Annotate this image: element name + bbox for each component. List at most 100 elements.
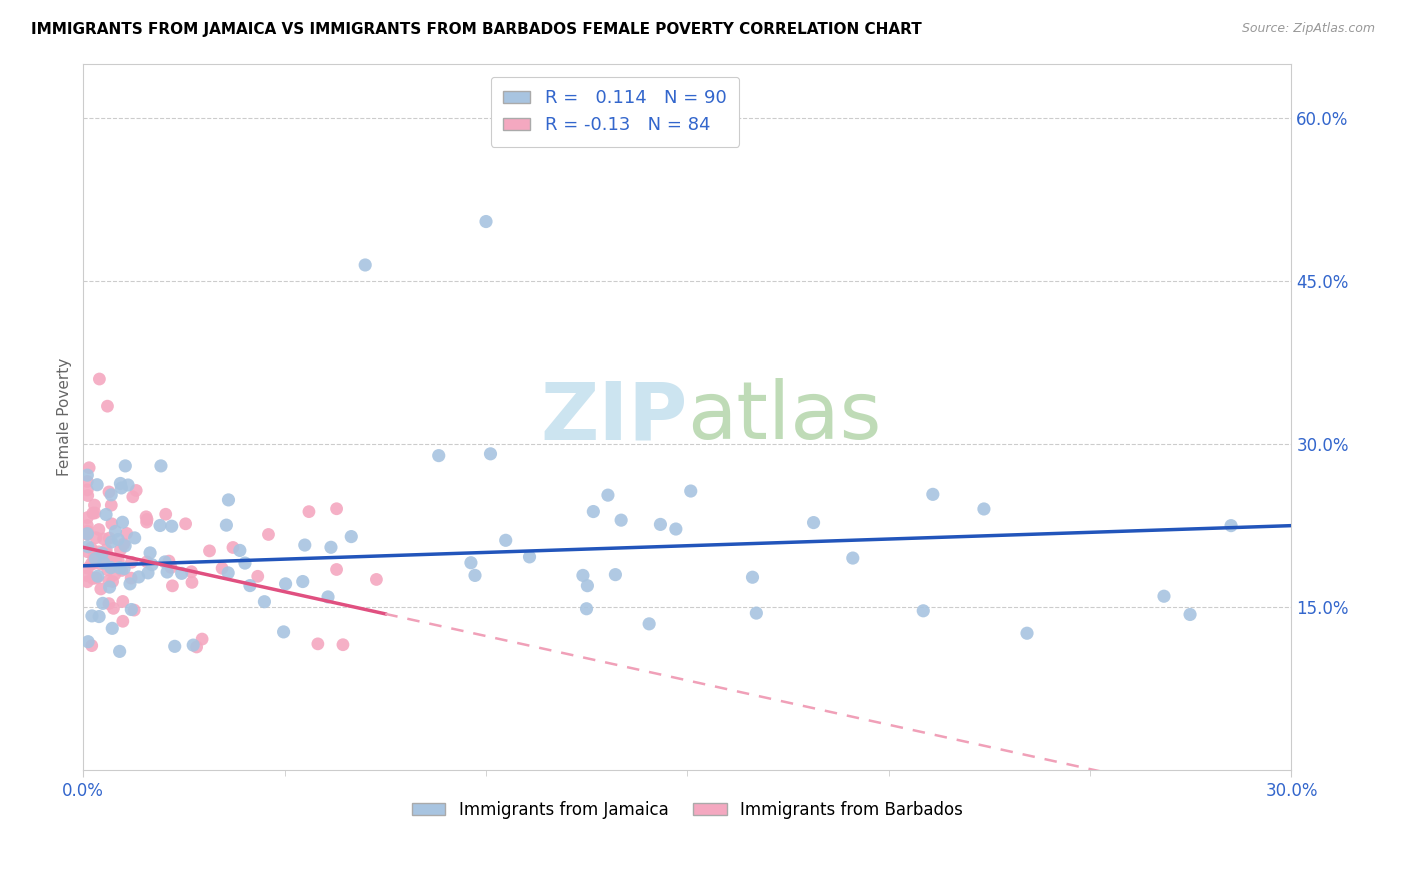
Point [121, 490, 143, 504]
Y-axis label: Female Poverty: Female Poverty [58, 358, 72, 476]
Point [191, 632, 214, 646]
Point [97, 597, 120, 611]
Point [136, 566, 159, 580]
Point [125, 483, 148, 498]
Point [101, 621, 124, 635]
Point [1220, 518, 1243, 533]
Point [638, 616, 661, 631]
Point [153, 555, 176, 569]
Point [495, 533, 517, 548]
Point [76, 574, 98, 589]
Text: Source: ZipAtlas.com: Source: ZipAtlas.com [1241, 22, 1375, 36]
Point [83, 551, 105, 566]
Point [112, 561, 135, 575]
Point [110, 481, 132, 495]
Point [83, 506, 105, 520]
Point [307, 637, 329, 651]
Point [76, 510, 98, 524]
Point [122, 603, 145, 617]
Point [211, 561, 233, 575]
Point [120, 571, 142, 585]
Point [76, 526, 98, 541]
Point [76, 489, 98, 503]
Point [115, 526, 138, 541]
Point [96, 547, 118, 561]
Point [354, 258, 377, 272]
Point [76, 527, 98, 541]
Point [76, 483, 98, 497]
Point [217, 566, 239, 580]
Point [475, 214, 498, 228]
Point [103, 601, 125, 615]
Point [100, 535, 122, 549]
Point [89, 548, 111, 562]
Point [141, 558, 163, 572]
Point [181, 575, 204, 590]
Point [325, 501, 347, 516]
Point [181, 638, 204, 652]
Point [157, 554, 180, 568]
Point [76, 518, 98, 533]
Point [91, 596, 114, 610]
Point [96, 542, 118, 557]
Point [298, 505, 321, 519]
Point [174, 516, 197, 531]
Point [803, 516, 825, 530]
Point [82, 506, 104, 520]
Point [741, 570, 763, 584]
Point [610, 513, 633, 527]
Point [319, 541, 342, 555]
Point [76, 568, 98, 582]
Point [149, 458, 172, 473]
Point [98, 485, 121, 500]
Point [89, 372, 111, 386]
Point [100, 552, 122, 566]
Point [665, 522, 688, 536]
Point [112, 537, 135, 551]
Point [76, 561, 98, 575]
Point [136, 512, 159, 526]
Point [101, 516, 124, 531]
Point [76, 544, 98, 558]
Point [596, 488, 619, 502]
Text: ZIP: ZIP [540, 378, 688, 456]
Point [170, 566, 193, 581]
Point [233, 556, 256, 570]
Point [679, 483, 702, 498]
Point [76, 475, 98, 489]
Point [96, 399, 118, 413]
Point [101, 574, 124, 589]
Point [239, 578, 262, 592]
Point [104, 552, 127, 566]
Point [128, 570, 150, 584]
Point [149, 518, 172, 533]
Point [118, 577, 141, 591]
Point [229, 543, 252, 558]
Point [87, 523, 110, 537]
Point [114, 458, 136, 473]
Point [84, 531, 107, 545]
Point [325, 562, 347, 576]
Point [90, 582, 112, 596]
Point [111, 516, 134, 530]
Point [83, 498, 105, 512]
Point [104, 524, 127, 539]
Point [117, 478, 139, 492]
Point [745, 606, 768, 620]
Text: atlas: atlas [688, 378, 882, 456]
Point [87, 545, 110, 559]
Point [294, 538, 316, 552]
Point [80, 608, 103, 623]
Point [93, 532, 115, 546]
Point [479, 447, 502, 461]
Point [83, 557, 105, 571]
Point [1178, 607, 1201, 622]
Point [912, 604, 935, 618]
Point [82, 572, 104, 586]
Point [80, 639, 103, 653]
Point [98, 531, 121, 545]
Point [104, 567, 127, 582]
Point [273, 624, 295, 639]
Point [427, 449, 450, 463]
Point [921, 487, 943, 501]
